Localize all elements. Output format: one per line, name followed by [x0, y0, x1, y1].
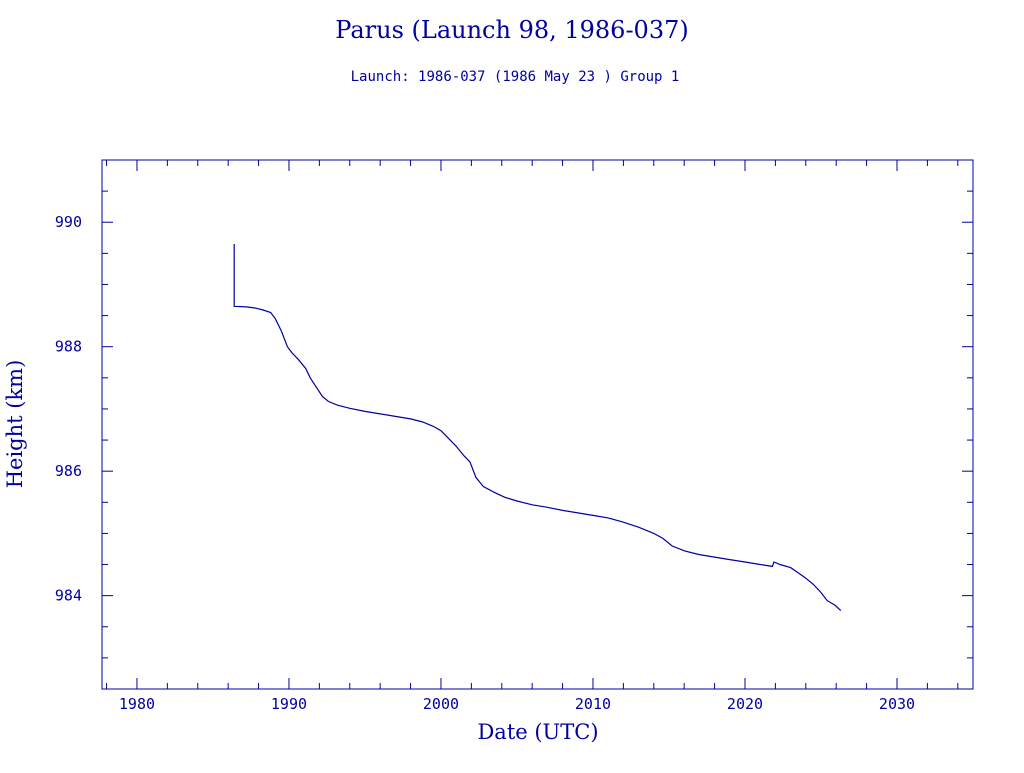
y-tick-label: 988	[55, 338, 82, 356]
y-axis-title: Height (km)	[3, 360, 27, 489]
x-axis-title: Date (UTC)	[477, 720, 598, 744]
chart-subtitle: Launch: 1986-037 (1986 May 23 ) Group 1	[351, 69, 680, 85]
x-tick-label: 2020	[727, 695, 763, 713]
x-tick-label: 2030	[879, 695, 915, 713]
chart-title: Parus (Launch 98, 1986-037)	[335, 16, 688, 44]
x-tick-label: 1990	[271, 695, 307, 713]
y-axis-ticks	[102, 159, 973, 659]
height-series-line	[233, 244, 842, 612]
plot-frame	[101, 159, 974, 690]
y-axis-tick-labels: 984 986 988 990	[55, 213, 82, 604]
x-axis-tick-labels: 1980 1990 2000 2010 2020 2030	[119, 695, 915, 713]
y-tick-label: 984	[55, 587, 82, 605]
x-axis-ticks	[106, 160, 959, 689]
x-tick-label: 2010	[575, 695, 611, 713]
x-tick-label: 1980	[119, 695, 155, 713]
x-tick-label: 2000	[423, 695, 459, 713]
y-tick-label: 986	[55, 462, 82, 480]
y-tick-label: 990	[55, 213, 82, 231]
